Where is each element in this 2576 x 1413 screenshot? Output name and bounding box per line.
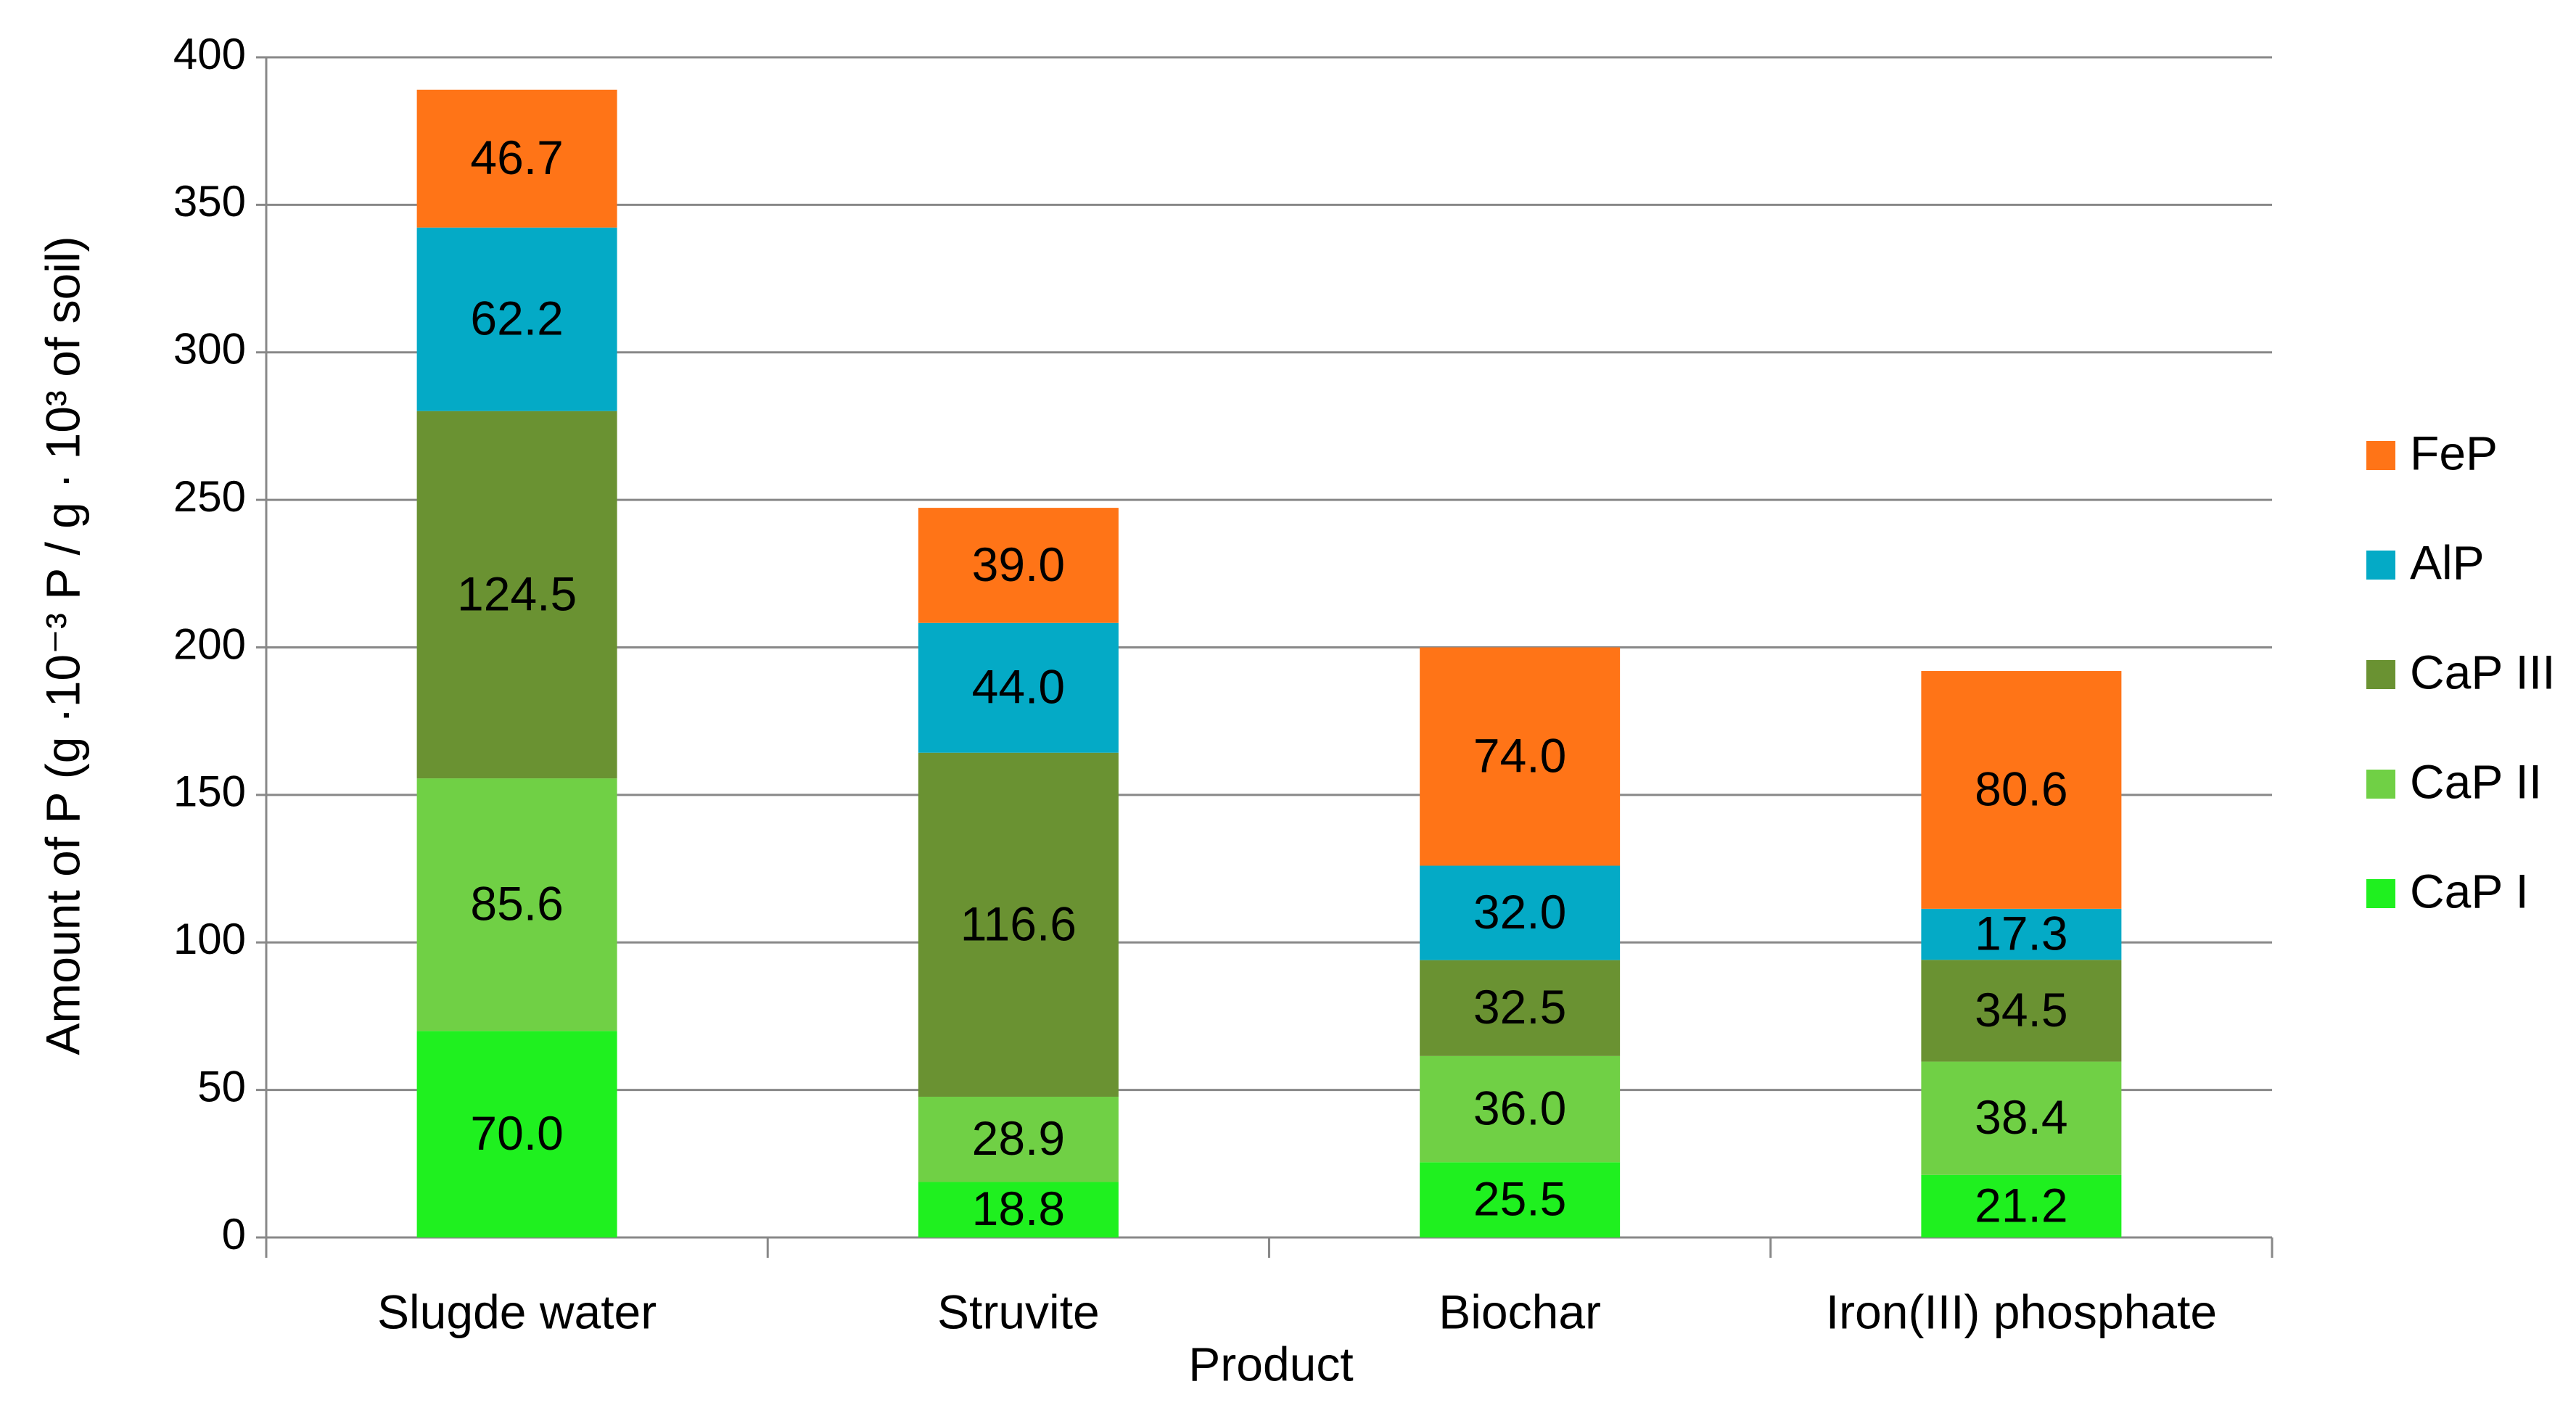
bar-segment	[1420, 1055, 1621, 1163]
legend-swatch	[2366, 770, 2395, 799]
data-label: 116.6	[960, 897, 1077, 950]
bar-segment	[918, 752, 1119, 1097]
bar-segment	[918, 1096, 1119, 1182]
y-tick-label: 50	[197, 1062, 246, 1111]
bar-segment	[1420, 1162, 1621, 1237]
bar-segment	[1921, 1061, 2122, 1175]
data-label: 44.0	[972, 660, 1065, 714]
legend-swatch	[2366, 660, 2395, 689]
bar-segment	[918, 508, 1119, 623]
data-label: 18.8	[972, 1182, 1065, 1235]
data-label: 85.6	[470, 877, 563, 931]
y-tick-label: 400	[173, 30, 246, 78]
y-tick-label: 350	[173, 177, 246, 226]
bar-segment	[918, 1182, 1119, 1237]
x-tick-label: Struvite	[937, 1285, 1100, 1338]
data-label: 25.5	[1473, 1172, 1566, 1226]
bar-segment	[1921, 671, 2122, 909]
data-label: 80.6	[1975, 762, 2067, 815]
bar-segment	[1420, 960, 1621, 1056]
y-tick-label: 250	[173, 472, 246, 521]
bar-segment	[1921, 1174, 2122, 1237]
x-axis-title: Product	[1188, 1337, 1353, 1391]
bar-segment	[416, 411, 617, 779]
data-label: 124.5	[457, 567, 577, 620]
data-label: 62.2	[470, 292, 563, 345]
bar-segment	[918, 622, 1119, 753]
data-label: 70.0	[470, 1106, 563, 1160]
bar-segment	[1420, 865, 1621, 960]
bar-segment	[1420, 647, 1621, 866]
y-tick-label: 150	[173, 767, 246, 816]
bar-segment	[416, 778, 617, 1031]
y-tick-label: 100	[173, 915, 246, 963]
data-label: 38.4	[1975, 1090, 2067, 1144]
data-label: 46.7	[470, 131, 563, 184]
legend-label: AlP	[2410, 535, 2485, 589]
data-label: 17.3	[1975, 907, 2067, 960]
x-tick-label: Iron(III) phosphate	[1826, 1285, 2217, 1338]
data-label: 32.0	[1473, 885, 1566, 939]
y-tick-label: 300	[173, 325, 246, 374]
data-label: 36.0	[1473, 1082, 1566, 1135]
bar-segment	[416, 1031, 617, 1237]
bar-segment	[416, 89, 617, 228]
legend-swatch	[2366, 441, 2395, 470]
data-label: 39.0	[972, 537, 1065, 591]
legend-label: CaP III	[2410, 645, 2556, 699]
legend-label: FeP	[2410, 426, 2498, 479]
legend-label: CaP II	[2410, 754, 2542, 808]
bar-segment	[1921, 908, 2122, 960]
legend-swatch	[2366, 551, 2395, 580]
data-label: 21.2	[1975, 1178, 2067, 1232]
data-label: 34.5	[1975, 983, 2067, 1037]
data-label: 28.9	[972, 1111, 1065, 1165]
legend-label: CaP I	[2410, 864, 2529, 918]
y-tick-label: 200	[173, 619, 246, 668]
legend-swatch	[2366, 879, 2395, 908]
x-tick-label: Biochar	[1439, 1285, 1601, 1338]
y-tick-label: 0	[222, 1210, 246, 1258]
data-label: 32.5	[1473, 980, 1566, 1034]
y-axis-title: Amount of P (g ·10⁻³ P / g · 10³ of soil…	[36, 236, 89, 1055]
bar-segment	[416, 227, 617, 411]
x-tick-label: Slugde water	[377, 1285, 657, 1338]
data-label: 74.0	[1473, 728, 1566, 782]
bar-segment	[1921, 960, 2122, 1062]
